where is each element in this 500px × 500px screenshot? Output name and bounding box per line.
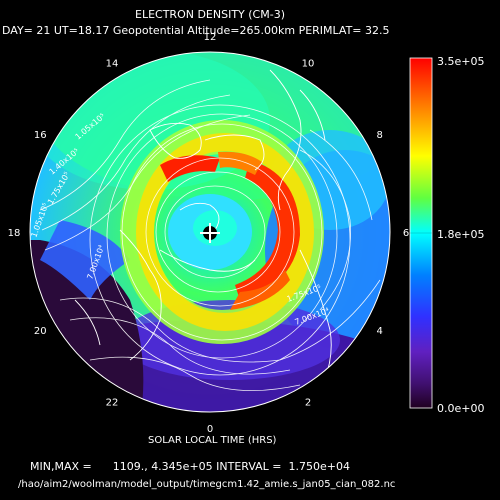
colorbar-mid-label: 1.8e+05 — [437, 228, 485, 241]
x-axis-label: SOLAR LOCAL TIME (HRS) — [148, 435, 277, 446]
chart-title: ELECTRON DENSITY (CM-3) — [135, 8, 285, 21]
pole-marker — [200, 223, 220, 243]
local-time-tick-4: 4 — [377, 326, 383, 337]
colorbar-max-label: 3.5e+05 — [437, 55, 485, 68]
local-time-tick-12: 12 — [204, 32, 217, 43]
local-time-tick-14: 14 — [106, 58, 119, 69]
density-field — [30, 52, 390, 412]
local-time-tick-2: 2 — [305, 398, 311, 409]
local-time-tick-6: 6 — [403, 228, 409, 239]
colorbar — [409, 57, 433, 409]
local-time-tick-20: 20 — [34, 326, 47, 337]
local-time-tick-0: 0 — [207, 424, 213, 435]
local-time-tick-10: 10 — [302, 58, 315, 69]
chart-subtitle: DAY= 21 UT=18.17 Geopotential Altitude=2… — [2, 24, 390, 37]
local-time-tick-22: 22 — [106, 398, 119, 409]
local-time-tick-18: 18 — [8, 228, 21, 239]
local-time-tick-16: 16 — [34, 130, 47, 141]
local-time-tick-8: 8 — [377, 130, 383, 141]
colorbar-min-label: 0.0e+00 — [437, 402, 485, 415]
file-path: /hao/aim2/woolman/model_output/timegcm1.… — [18, 479, 396, 490]
plot-boundary — [29, 51, 391, 413]
stats-readout: MIN,MAX = 1109., 4.345e+05 INTERVAL = 1.… — [30, 460, 350, 473]
